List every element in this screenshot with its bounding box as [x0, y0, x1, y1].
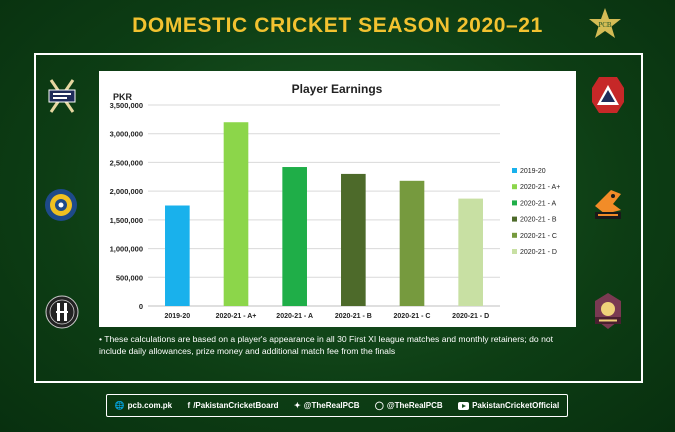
twitter-text: @TheRealPCB: [303, 401, 360, 410]
legend-label: 2020-21 - A: [520, 200, 557, 207]
legend-label: 2020-21 - A+: [520, 184, 560, 191]
legend-swatch: [512, 184, 517, 190]
instagram-icon: ◯: [374, 401, 384, 410]
facebook-link[interactable]: f /PakistanCricketBoard: [188, 401, 279, 410]
y-tick-label: 2,500,000: [110, 158, 143, 167]
bar: [458, 198, 483, 306]
legend-label: 2019-20: [520, 168, 546, 175]
youtube-text: PakistanCricketOfficial: [472, 401, 560, 410]
southern-punjab-logo: [595, 190, 621, 219]
khyber-pakhtunkhwa-logo: [45, 295, 79, 329]
x-tick-label: 2020-21 - A+: [216, 313, 257, 320]
twitter-icon: ✦: [293, 401, 301, 410]
player-earnings-chart: Player Earnings PKR 0 500,000 1,000,000 1,5…: [110, 82, 561, 320]
bar: [399, 180, 425, 306]
youtube-icon: [458, 401, 470, 410]
content-frame: [34, 53, 643, 383]
x-tick-label: 2020-21 - B: [335, 313, 372, 320]
legend-label: 2020-21 - D: [520, 249, 557, 256]
y-tick-label: 3,000,000: [110, 130, 143, 139]
chart-panel: Player Earnings PKR 0 500,000 1,000,000 1,5…: [99, 71, 576, 327]
bar: [282, 167, 307, 306]
x-tick-label: 2020-21 - A: [276, 313, 313, 320]
facebook-text: /PakistanCricketBoard: [193, 401, 279, 410]
y-tick-label: 1,000,000: [110, 245, 143, 254]
x-tick-label: 2020-21 - C: [394, 313, 431, 320]
y-tick-label: 2,000,000: [110, 187, 143, 196]
youtube-link[interactable]: PakistanCricketOfficial: [458, 401, 559, 410]
social-links-bar: 🌐 pcb.com.pk f /PakistanCricketBoard ✦ @…: [106, 394, 568, 417]
website-link[interactable]: 🌐 pcb.com.pk: [115, 401, 172, 410]
balochistan-logo: [48, 79, 76, 113]
svg-text:PCB: PCB: [598, 21, 612, 29]
footnote: • These calculations are based on a play…: [99, 334, 554, 356]
y-tick-label: 0: [139, 302, 143, 311]
y-tick-label: 3,500,000: [110, 101, 143, 110]
instagram-link[interactable]: ◯ @TheRealPCB: [375, 401, 443, 410]
legend-swatch: [512, 216, 517, 222]
legend-swatch: [512, 168, 517, 173]
website-text: pcb.com.pk: [127, 401, 173, 410]
legend-swatch: [512, 200, 517, 206]
chart-title: Player Earnings: [292, 82, 383, 96]
legend-swatch: [512, 249, 517, 254]
x-tick-label: 2020-21 - D: [452, 313, 489, 320]
sindh-logo: [595, 293, 621, 329]
central-punjab-logo: [45, 189, 77, 221]
bar: [223, 122, 249, 306]
bar: [341, 173, 366, 306]
legend-swatch: [512, 232, 517, 238]
pcb-star-icon: PCB: [589, 8, 621, 38]
x-tick-label: 2019-20: [164, 313, 190, 320]
facebook-icon: f: [187, 401, 191, 410]
instagram-text: @TheRealPCB: [386, 401, 443, 410]
y-tick-label: 1,500,000: [110, 216, 143, 225]
bar: [165, 205, 190, 306]
y-axis-unit-label: PKR: [113, 92, 133, 102]
northern-logo: [592, 77, 624, 113]
legend-label: 2020-21 - C: [520, 233, 557, 240]
twitter-link[interactable]: ✦ @TheRealPCB: [294, 401, 360, 410]
globe-icon: 🌐: [114, 401, 125, 410]
y-tick-label: 500,000: [116, 273, 143, 282]
page-title: DOMESTIC CRICKET SEASON 2020–21: [132, 14, 543, 37]
legend-label: 2020-21 - B: [520, 217, 557, 224]
